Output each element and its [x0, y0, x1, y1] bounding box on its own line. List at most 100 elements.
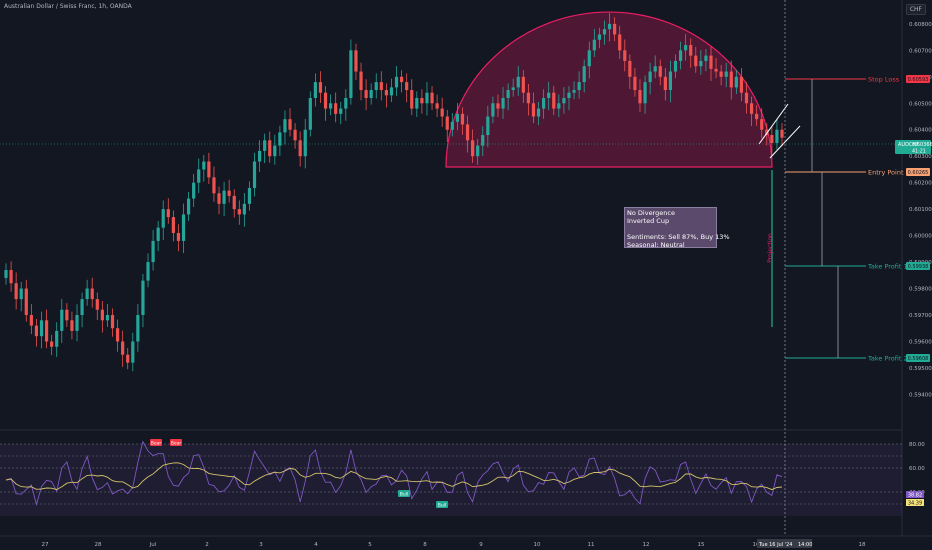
- candle-body: [14, 283, 18, 300]
- price-tick-label: 0.59700: [909, 313, 932, 319]
- note-line-2: Inverted Cup: [627, 217, 670, 225]
- candle-body: [643, 82, 647, 104]
- candle-body: [602, 29, 607, 35]
- price-tick-label: 0.60000: [909, 234, 932, 240]
- candle-body: [709, 55, 713, 69]
- candle-body: [597, 34, 602, 40]
- candle-body: [242, 203, 246, 215]
- candle-body: [572, 90, 576, 93]
- current-symbol-label: AUDCHF: [898, 142, 919, 148]
- candle-body: [394, 76, 399, 88]
- note-line-3: Sentiments: Sell 87%, Buy 13%: [627, 233, 730, 241]
- candle-body: [749, 103, 754, 114]
- candle-body: [511, 87, 515, 91]
- time-tick-label: 10: [534, 542, 541, 548]
- candle-body: [668, 71, 673, 91]
- candle-body: [90, 288, 94, 300]
- candle-body: [252, 161, 257, 188]
- candle-body: [257, 150, 262, 162]
- candle-body: [506, 90, 510, 98]
- candle-body: [465, 124, 470, 141]
- rsi-tick-label: 80.00: [909, 442, 925, 448]
- price-tick-label: 0.59500: [909, 366, 932, 372]
- candle-body: [349, 50, 353, 98]
- price-tick-label: 0.59800: [909, 287, 932, 293]
- note-line-4: Seasonal: Neutral: [627, 241, 685, 249]
- candle-body: [648, 71, 652, 83]
- candle-body: [288, 119, 292, 130]
- candle-body: [39, 320, 44, 337]
- rsi-ma-value-label: 34.39: [908, 501, 922, 507]
- rsi-ma-badge: [906, 499, 924, 506]
- candle-body: [202, 161, 206, 170]
- candle-body: [567, 92, 571, 98]
- rsi-signal-label: Bull: [438, 503, 446, 509]
- candle-body: [476, 145, 480, 157]
- candle-body: [141, 280, 145, 316]
- time-tick-label: 4: [314, 542, 318, 548]
- candle-body: [521, 76, 525, 93]
- candle-body: [85, 288, 89, 300]
- rsi-signal-label: Bear: [151, 441, 162, 447]
- candle-body: [684, 45, 688, 51]
- candle-body: [268, 140, 272, 157]
- candle-body: [19, 288, 23, 300]
- candle-body: [613, 23, 617, 35]
- candle-body: [628, 60, 632, 77]
- candle-body: [673, 60, 678, 72]
- candle-body: [460, 113, 465, 125]
- candle-body: [405, 82, 409, 91]
- candle-body: [80, 299, 84, 316]
- time-tick-label: Jul: [149, 542, 157, 548]
- candle-body: [471, 140, 475, 157]
- candle-body: [516, 76, 520, 88]
- candle-body: [755, 113, 759, 120]
- current-price-label: 0.60366: [912, 142, 932, 148]
- candle-body: [313, 82, 317, 98]
- price-tick-label: 0.59400: [909, 392, 932, 398]
- price-tick-label: 0.60100: [909, 207, 932, 213]
- rsi-signal-label: Bear: [171, 441, 182, 447]
- candle-body: [780, 129, 784, 138]
- candle-body: [75, 315, 79, 331]
- candle-body: [638, 90, 642, 104]
- candle-body: [400, 76, 404, 83]
- candle-body: [653, 66, 657, 72]
- rsi-band: [0, 444, 902, 516]
- candle-body: [678, 50, 683, 61]
- level-price-text: 0.59938: [908, 264, 929, 270]
- candle-body: [557, 103, 561, 109]
- candle-body: [131, 341, 135, 363]
- candle-body: [689, 45, 693, 56]
- candle-body: [60, 309, 64, 331]
- time-tick-label: 9: [479, 542, 483, 548]
- candle-body: [212, 177, 216, 194]
- candle-body: [4, 270, 8, 278]
- candle-body: [663, 76, 667, 91]
- candle-body: [9, 270, 13, 284]
- candle-body: [435, 103, 439, 109]
- level-price-badge: [906, 75, 930, 83]
- rsi-signal-tag: [150, 439, 162, 446]
- candle-body: [379, 82, 383, 91]
- candle-body: [176, 232, 181, 241]
- candle-body: [29, 315, 33, 326]
- rsi-signal-tag: [398, 490, 410, 497]
- projection-label: Projection: [767, 233, 774, 263]
- candle-body: [166, 209, 170, 218]
- candle-body: [531, 103, 536, 117]
- candle-body: [425, 92, 429, 104]
- candle-body: [699, 60, 703, 67]
- candle-body: [582, 66, 586, 83]
- candle-body: [607, 23, 612, 30]
- candle-body: [577, 82, 581, 91]
- analysis-note[interactable]: No Divergence Inverted Cup Sentiments: S…: [624, 207, 730, 249]
- candle-body: [232, 195, 236, 210]
- candle-body: [704, 55, 708, 61]
- candle-body: [445, 116, 449, 130]
- candle-body: [339, 108, 343, 114]
- candle-body: [542, 97, 546, 109]
- time-tick-label: 16: [753, 542, 760, 548]
- currency-button[interactable]: CHF: [905, 4, 926, 15]
